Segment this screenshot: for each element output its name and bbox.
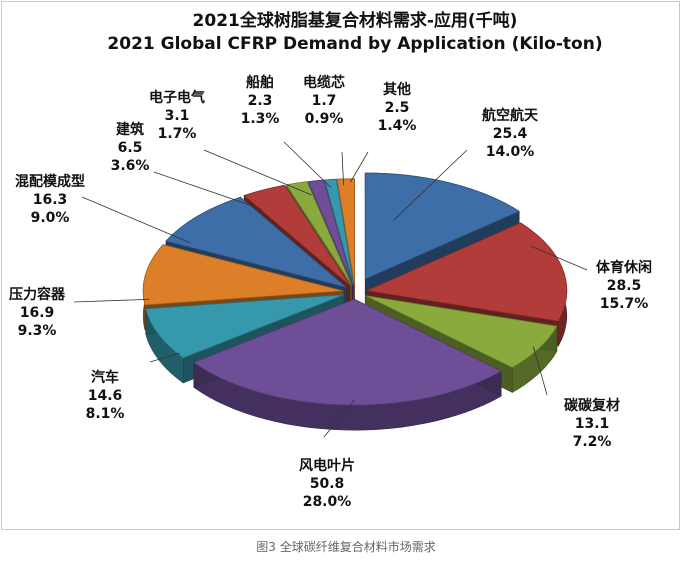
chart-subtitle: 2021 Global CFRP Demand by Application (… <box>107 34 602 54</box>
slice-percent: 9.3% <box>18 323 57 339</box>
slice-top-1 <box>364 172 520 280</box>
slice-category: 压力容器 <box>9 286 66 303</box>
slice-label: 体育休闲 28.5 15.7% <box>596 259 652 312</box>
slice-percent: 1.3% <box>241 111 280 127</box>
slice-category: 建筑 <box>116 121 144 138</box>
slice-value: 16.9 <box>20 305 55 321</box>
leader-line <box>203 149 312 196</box>
slice-label: 风电叶片 50.8 28.0% <box>299 457 355 510</box>
slice-value: 3.1 <box>165 108 190 124</box>
data-labels: 航空航天 25.4 14.0% 体育休闲 28.5 15.7% 碳碳复材 13.1 7.2% 风电… <box>9 74 652 510</box>
slice-top-5 <box>145 294 345 359</box>
slices-layer <box>142 172 568 431</box>
pie-chart: 2021全球树脂基复合材料需求-应用(千吨) 2021 Global CFRP … <box>9 10 652 510</box>
slice-percent: 14.0% <box>486 144 535 160</box>
leader-line <box>149 352 181 363</box>
slice-label: 航空航天 25.4 14.0% <box>482 107 539 160</box>
slice-percent: 1.7% <box>158 126 197 142</box>
slice-category: 风电叶片 <box>299 457 355 474</box>
slice-value: 25.4 <box>493 126 528 142</box>
slice-value: 1.7 <box>312 93 337 109</box>
slice-value: 6.5 <box>118 140 143 156</box>
figure-caption: 图3 全球碳纤维复合材料市场需求 <box>256 540 436 554</box>
slice-category: 混配模成型 <box>15 173 85 190</box>
slice-top-8 <box>243 184 351 286</box>
slice-category: 电缆芯 <box>303 74 345 91</box>
slice-percent: 1.4% <box>378 118 417 134</box>
slice-top-12 <box>336 178 355 285</box>
slice-percent: 15.7% <box>600 296 649 312</box>
slice-percent: 7.2% <box>573 434 612 450</box>
leader-line <box>350 151 369 183</box>
slice-label: 电子电气 3.1 1.7% <box>149 89 205 142</box>
slice-label: 电缆芯 1.7 0.9% <box>303 74 345 127</box>
slice-top-2 <box>365 222 568 322</box>
slice-percent: 9.0% <box>31 210 70 226</box>
slice-label: 压力容器 16.9 9.3% <box>9 286 66 339</box>
leader-line <box>153 171 262 210</box>
slice-value: 14.6 <box>88 388 123 404</box>
slice-percent: 28.0% <box>303 494 352 510</box>
leader-lines <box>73 141 588 438</box>
slice-top-10 <box>307 179 354 286</box>
slice-label: 汽车 14.6 8.1% <box>86 369 125 422</box>
slice-label: 建筑 6.5 3.6% <box>111 121 150 174</box>
slice-category: 体育休闲 <box>596 259 652 276</box>
slice-top-4 <box>192 298 503 406</box>
leader-line <box>73 298 150 303</box>
slice-percent: 0.9% <box>305 111 344 127</box>
slice-category: 电子电气 <box>149 89 205 106</box>
slice-category: 船舶 <box>246 74 274 91</box>
slice-label: 碳碳复材 13.1 7.2% <box>564 397 620 450</box>
slice-value: 2.5 <box>385 100 410 116</box>
slice-top-3 <box>365 295 558 368</box>
slice-label: 混配模成型 16.3 9.0% <box>15 173 85 226</box>
leader-line <box>392 149 468 221</box>
slice-percent: 3.6% <box>111 158 150 174</box>
slice-percent: 8.1% <box>86 406 125 422</box>
slice-category: 碳碳复材 <box>564 397 620 414</box>
slice-category: 航空航天 <box>482 107 539 124</box>
slice-top-11 <box>324 178 354 285</box>
slice-category: 其他 <box>383 81 411 98</box>
slice-value: 13.1 <box>575 416 610 432</box>
slice-top-6 <box>142 244 344 306</box>
leader-line <box>530 245 588 271</box>
slice-label: 其他 2.5 1.4% <box>378 81 417 134</box>
leader-line <box>81 196 191 244</box>
chart-frame: 2021全球树脂基复合材料需求-应用(千吨) 2021 Global CFRP … <box>1 1 680 530</box>
slice-category: 汽车 <box>91 369 119 386</box>
slice-value: 50.8 <box>310 476 345 492</box>
chart-title: 2021全球树脂基复合材料需求-应用(千吨) <box>193 10 518 31</box>
slice-value: 2.3 <box>248 93 273 109</box>
slice-value: 28.5 <box>607 278 642 294</box>
leader-line <box>341 151 344 186</box>
slice-label: 船舶 2.3 1.3% <box>241 74 280 127</box>
slice-value: 16.3 <box>33 192 68 208</box>
leader-line <box>283 141 332 188</box>
slice-top-7 <box>165 196 347 288</box>
leader-line <box>323 399 355 438</box>
leader-line <box>533 346 548 396</box>
